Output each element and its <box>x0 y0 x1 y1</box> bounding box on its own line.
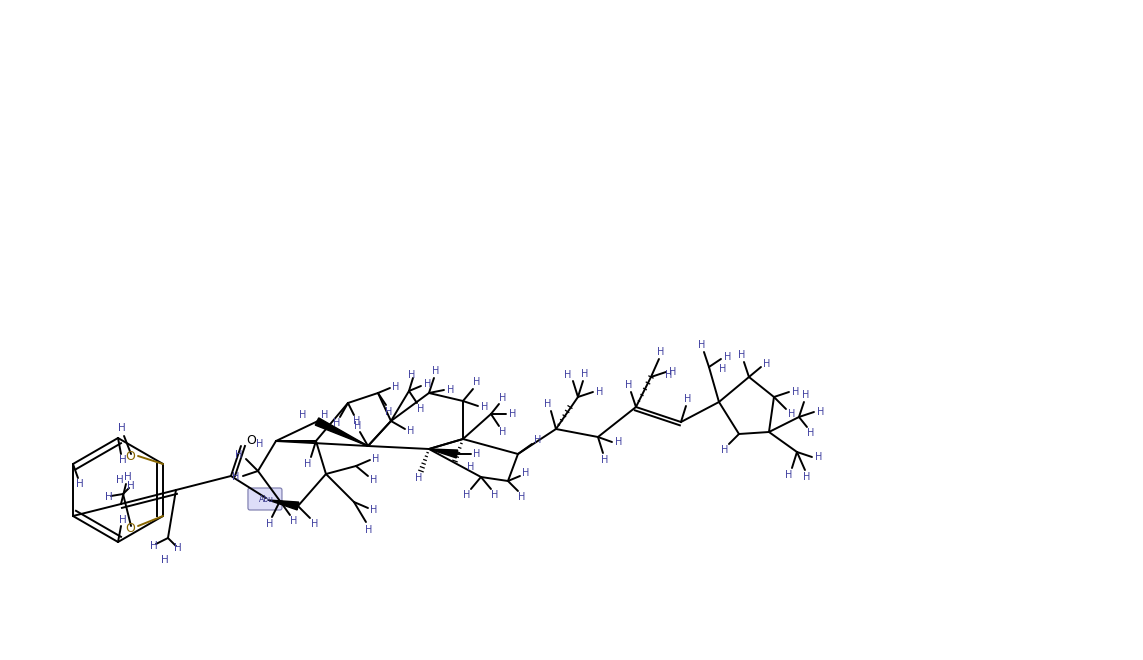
Text: H: H <box>105 492 113 502</box>
Text: H: H <box>499 393 506 403</box>
Text: H: H <box>235 450 242 460</box>
Text: H: H <box>127 481 135 491</box>
Text: H: H <box>366 525 373 535</box>
Text: H: H <box>565 370 572 380</box>
Text: H: H <box>473 449 481 459</box>
Text: H: H <box>491 490 498 500</box>
Text: H: H <box>353 416 361 426</box>
Text: H: H <box>150 541 158 551</box>
Text: O: O <box>125 521 135 535</box>
Text: H: H <box>510 409 517 419</box>
Text: H: H <box>725 352 732 362</box>
Text: H: H <box>256 439 264 449</box>
Text: H: H <box>334 418 341 428</box>
Text: H: H <box>117 475 123 485</box>
Text: H: H <box>161 555 169 565</box>
Text: H: H <box>299 411 306 420</box>
Text: H: H <box>125 472 131 482</box>
Text: H: H <box>817 407 824 417</box>
Text: H: H <box>304 459 312 469</box>
Text: H: H <box>354 421 361 431</box>
Text: H: H <box>665 370 672 380</box>
Text: H: H <box>463 490 471 500</box>
Text: H: H <box>789 409 796 419</box>
Text: H: H <box>534 435 542 445</box>
Polygon shape <box>267 500 298 510</box>
Polygon shape <box>429 449 457 458</box>
Text: H: H <box>447 385 455 395</box>
Text: H: H <box>424 379 432 389</box>
Text: H: H <box>518 492 526 502</box>
Text: H: H <box>118 423 126 433</box>
Text: H: H <box>721 445 728 455</box>
Text: H: H <box>807 428 815 438</box>
Text: H: H <box>385 407 393 417</box>
Text: H: H <box>311 519 319 529</box>
Text: H: H <box>815 452 823 462</box>
Text: H: H <box>764 359 770 369</box>
Text: H: H <box>625 380 633 390</box>
Text: H: H <box>415 473 423 483</box>
Text: H: H <box>792 387 800 397</box>
Text: H: H <box>370 505 377 515</box>
Text: H: H <box>373 454 379 464</box>
Text: H: H <box>738 350 745 360</box>
Text: O: O <box>125 449 135 463</box>
Text: H: H <box>266 519 273 529</box>
Text: H: H <box>544 399 552 409</box>
Text: H: H <box>321 411 329 420</box>
Text: H: H <box>119 515 127 525</box>
Text: H: H <box>370 475 377 485</box>
Text: H: H <box>77 479 83 489</box>
Text: Abu: Abu <box>258 496 273 504</box>
Text: H: H <box>582 369 589 379</box>
Text: H: H <box>481 402 489 412</box>
Text: H: H <box>601 455 609 465</box>
Text: H: H <box>119 455 127 465</box>
Text: H: H <box>473 377 481 387</box>
Text: H: H <box>802 390 809 400</box>
Text: O: O <box>246 434 256 447</box>
Text: H: H <box>698 340 705 350</box>
Text: H: H <box>804 472 810 482</box>
Text: H: H <box>522 468 529 478</box>
Text: H: H <box>657 347 664 357</box>
Text: H: H <box>597 387 604 397</box>
Text: H: H <box>432 366 440 376</box>
Text: H: H <box>467 462 474 472</box>
Text: H: H <box>417 404 425 414</box>
Text: H: H <box>174 543 182 553</box>
Polygon shape <box>315 418 368 446</box>
Text: H: H <box>408 370 416 380</box>
Text: H: H <box>392 382 400 392</box>
Text: H: H <box>290 516 297 526</box>
Text: H: H <box>719 364 727 374</box>
Text: H: H <box>407 426 415 436</box>
Text: H: H <box>499 427 506 437</box>
Text: H: H <box>670 367 677 377</box>
Text: H: H <box>685 394 692 404</box>
Text: H: H <box>232 472 240 482</box>
FancyBboxPatch shape <box>248 488 282 510</box>
Text: H: H <box>785 470 792 480</box>
Text: H: H <box>615 437 623 447</box>
